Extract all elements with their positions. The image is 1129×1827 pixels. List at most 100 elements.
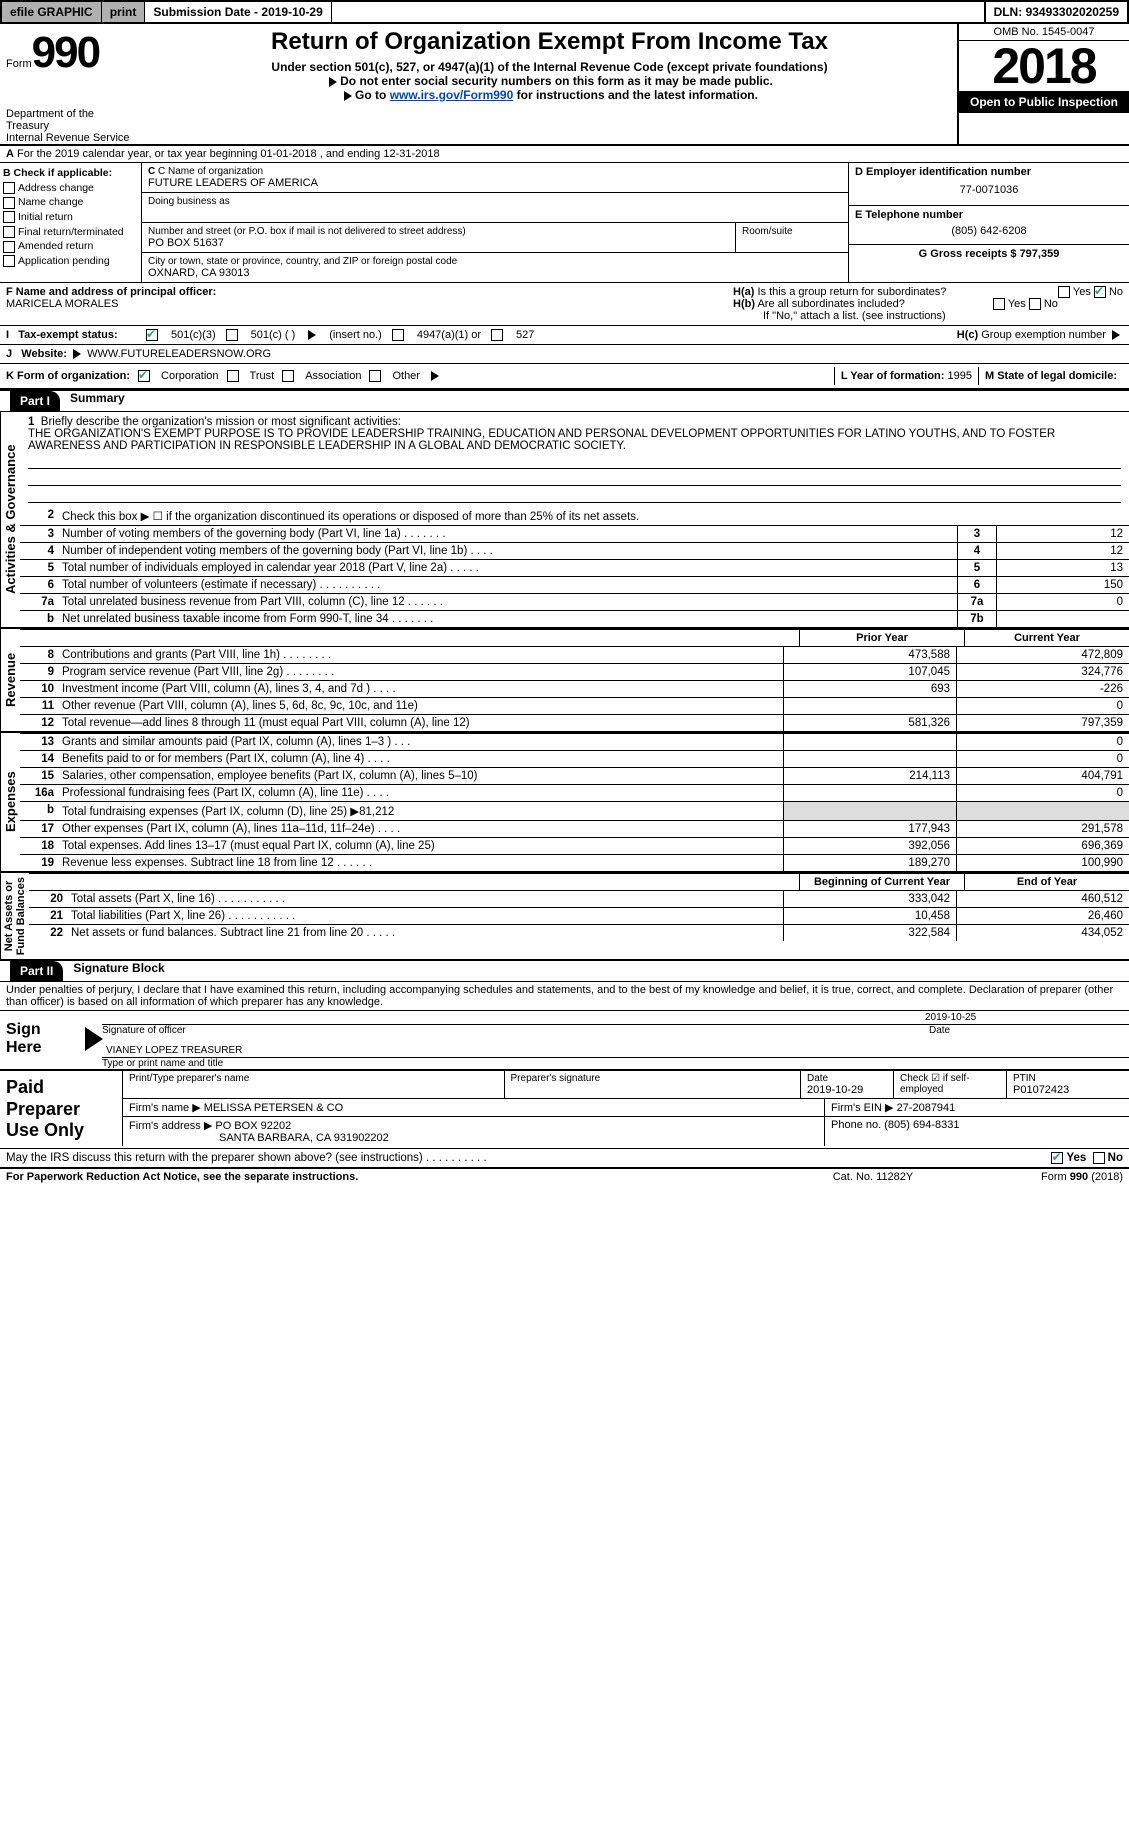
form-header: Form990 Department of the Treasury Inter… — [0, 24, 1129, 144]
gross-receipts: 797,359 — [1020, 248, 1060, 260]
table-row: 9Program service revenue (Part VIII, lin… — [20, 663, 1129, 680]
checkbox[interactable] — [226, 329, 238, 341]
page-title: Return of Organization Exempt From Incom… — [142, 28, 957, 56]
vert-label-rev: Revenue — [0, 629, 20, 731]
table-row: 12Total revenue—add lines 8 through 11 (… — [20, 714, 1129, 731]
table-row: 22Net assets or fund balances. Subtract … — [29, 924, 1129, 941]
checkbox[interactable] — [3, 182, 15, 194]
note-ssn: Do not enter social security numbers on … — [340, 74, 773, 88]
checkbox[interactable] — [3, 241, 15, 253]
table-row: 8Contributions and grants (Part VIII, li… — [20, 646, 1129, 663]
checkbox[interactable] — [1058, 286, 1070, 298]
officer-group: F Name and address of principal officer:… — [0, 283, 1129, 325]
table-row: 16aProfessional fundraising fees (Part I… — [20, 784, 1129, 801]
sig-date: 2019-10-25 — [925, 1012, 1125, 1023]
checkbox[interactable] — [3, 226, 15, 238]
open-inspection: Open to Public Inspection — [959, 91, 1129, 113]
checkbox[interactable] — [369, 370, 381, 382]
checkbox[interactable] — [491, 329, 503, 341]
table-row: 3Number of voting members of the governi… — [20, 525, 1129, 542]
netassets-section: Net Assets or Fund Balances Beginning of… — [0, 871, 1129, 959]
entity-info: B Check if applicable: Address change Na… — [0, 163, 1129, 282]
vert-label-exp: Expenses — [0, 733, 20, 871]
sign-here: Sign Here 2019-10-25 Signature of office… — [0, 1010, 1129, 1069]
firm-addr: PO BOX 92202 — [215, 1120, 291, 1132]
firm-name: MELISSA PETERSEN & CO — [204, 1102, 343, 1114]
spacer — [332, 9, 984, 15]
title-box: Return of Organization Exempt From Incom… — [142, 24, 957, 144]
efile-btn[interactable]: efile GRAPHIC — [2, 2, 102, 22]
checkbox[interactable] — [3, 211, 15, 223]
ptin: P01072423 — [1013, 1084, 1123, 1096]
table-row: 19Revenue less expenses. Subtract line 1… — [20, 854, 1129, 871]
checkbox[interactable] — [3, 197, 15, 209]
website: WWW.FUTURELEADERSNOW.ORG — [87, 348, 271, 360]
tax-status-row: I Tax-exempt status: 501(c)(3) 501(c) ( … — [0, 325, 1129, 345]
table-row: 17Other expenses (Part IX, column (A), l… — [20, 820, 1129, 837]
table-row: 18Total expenses. Add lines 13–17 (must … — [20, 837, 1129, 854]
vert-label-net: Net Assets or Fund Balances — [0, 873, 29, 959]
form-id-box: Form990 Department of the Treasury Inter… — [0, 24, 142, 144]
top-bar: efile GRAPHIC print Submission Date - 20… — [0, 0, 1129, 24]
declaration: Under penalties of perjury, I declare th… — [0, 981, 1129, 1010]
form-org-row: K Form of organization: Corporation Trus… — [0, 364, 1129, 389]
form-number: 990 — [32, 28, 99, 77]
year-formation: 1995 — [947, 370, 971, 382]
org-address: PO BOX 51637 — [148, 237, 729, 249]
firm-ein: 27-2087941 — [897, 1102, 956, 1114]
table-row: 4Number of independent voting members of… — [20, 542, 1129, 559]
discuss-row: May the IRS discuss this return with the… — [0, 1148, 1129, 1167]
checkbox-checked[interactable] — [146, 329, 158, 341]
org-name: FUTURE LEADERS OF AMERICA — [148, 177, 842, 189]
checkbox[interactable] — [993, 298, 1005, 310]
box-b: B Check if applicable: Address change Na… — [0, 163, 142, 282]
arrow-icon — [344, 91, 352, 101]
submission-date: Submission Date - 2019-10-29 — [145, 2, 331, 22]
year-box: OMB No. 1545-0047 2018 Open to Public In… — [957, 24, 1129, 144]
firm-phone: (805) 694-8331 — [884, 1119, 959, 1131]
org-city: OXNARD, CA 93013 — [148, 267, 457, 279]
subtitle: Under section 501(c), 527, or 4947(a)(1)… — [142, 60, 957, 74]
table-row: 6Total number of volunteers (estimate if… — [20, 576, 1129, 593]
officer-name: VIANEY LOPEZ TREASURER — [106, 1045, 1125, 1056]
checkbox[interactable] — [282, 370, 294, 382]
arrow-icon — [329, 77, 337, 87]
checkbox[interactable] — [1029, 298, 1041, 310]
mission-text: THE ORGANIZATION'S EXEMPT PURPOSE IS TO … — [28, 428, 1055, 452]
right-info: D Employer identification number77-00710… — [848, 163, 1129, 282]
department: Department of the Treasury Internal Reve… — [6, 108, 136, 144]
tax-period: A For the 2019 calendar year, or tax yea… — [0, 146, 1129, 162]
checkbox[interactable] — [392, 329, 404, 341]
print-btn[interactable]: print — [102, 2, 146, 22]
table-row: 13Grants and similar amounts paid (Part … — [20, 733, 1129, 750]
tax-year: 2018 — [959, 41, 1129, 91]
table-row: 7aTotal unrelated business revenue from … — [20, 593, 1129, 610]
checkbox-checked[interactable] — [1094, 286, 1106, 298]
table-row: 20Total assets (Part X, line 16) . . . .… — [29, 890, 1129, 907]
activities-governance: Activities & Governance 1 Briefly descri… — [0, 411, 1129, 627]
box-c: C C Name of organization FUTURE LEADERS … — [142, 163, 848, 282]
phone: (805) 642-6208 — [855, 221, 1123, 241]
checkbox-checked[interactable] — [1051, 1152, 1063, 1164]
form-id-footer: Form 990 (2018) — [973, 1171, 1123, 1183]
checkbox-checked[interactable] — [138, 370, 150, 382]
ein: 77-0071036 — [855, 178, 1123, 202]
checkbox[interactable] — [1093, 1152, 1105, 1164]
page-footer: For Paperwork Reduction Act Notice, see … — [0, 1167, 1129, 1185]
table-row: bTotal fundraising expenses (Part IX, co… — [20, 801, 1129, 820]
website-row: J Website: WWW.FUTURELEADERSNOW.ORG — [0, 345, 1129, 364]
part1-header: Part I Summary — [0, 389, 1129, 411]
checkbox[interactable] — [3, 255, 15, 267]
table-row: 21Total liabilities (Part X, line 26) . … — [29, 907, 1129, 924]
table-row: 5Total number of individuals employed in… — [20, 559, 1129, 576]
vert-label-gov: Activities & Governance — [0, 412, 20, 627]
expenses-section: Expenses 13Grants and similar amounts pa… — [0, 731, 1129, 871]
revenue-section: Revenue Prior YearCurrent Year 8Contribu… — [0, 627, 1129, 731]
arrow-icon — [85, 1027, 103, 1051]
dln: DLN: 93493302020259 — [984, 2, 1127, 22]
checkbox[interactable] — [227, 370, 239, 382]
irs-link[interactable]: www.irs.gov/Form990 — [390, 88, 514, 102]
principal-officer: MARICELA MORALES — [6, 298, 118, 310]
paid-preparer: Paid Preparer Use Only Print/Type prepar… — [0, 1069, 1129, 1148]
table-row: 10Investment income (Part VIII, column (… — [20, 680, 1129, 697]
